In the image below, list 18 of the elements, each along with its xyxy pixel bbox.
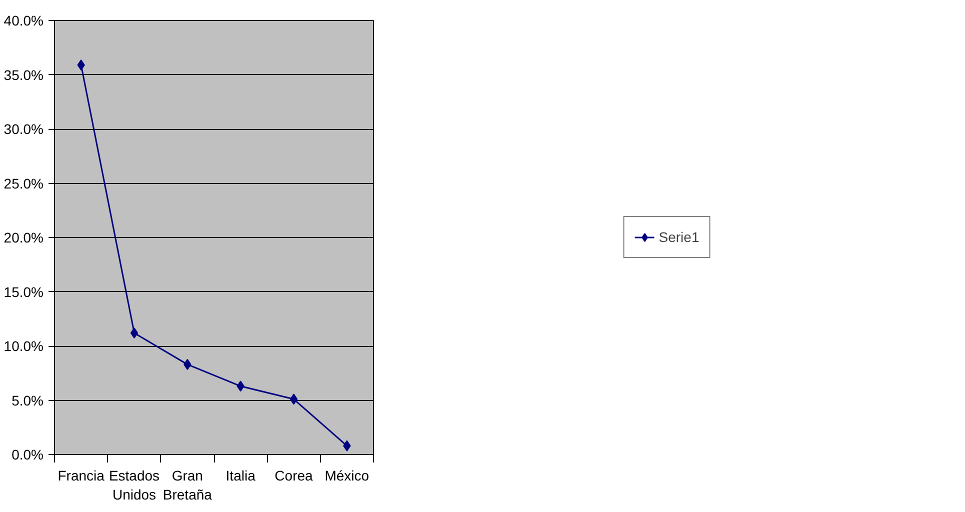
y-tick-label: 35.0% xyxy=(4,66,44,83)
y-tick-label: 5.0% xyxy=(12,392,44,408)
x-tick-label: Estados Unidos xyxy=(108,468,160,503)
legend-label: Serie1 xyxy=(658,229,700,245)
y-tick-label: 20.0% xyxy=(4,230,44,246)
y-tick-label: 30.0% xyxy=(4,121,44,137)
x-tick-label: México xyxy=(324,468,370,484)
point xyxy=(130,327,138,338)
point xyxy=(290,394,298,405)
x-tick-label: Francia xyxy=(58,468,105,484)
x-tick-label: Italia xyxy=(226,468,256,484)
y-tick-label: 0.0% xyxy=(12,446,44,462)
y-tick-label: 40.0% xyxy=(4,12,44,28)
y-tick-label: 10.0% xyxy=(4,338,44,354)
y-tick-label: 25.0% xyxy=(4,175,44,192)
x-tick-label: Gran Bretaña xyxy=(162,468,212,503)
y-tick-label: 15.0% xyxy=(4,284,44,300)
x-tick-label: Corea xyxy=(274,468,314,484)
